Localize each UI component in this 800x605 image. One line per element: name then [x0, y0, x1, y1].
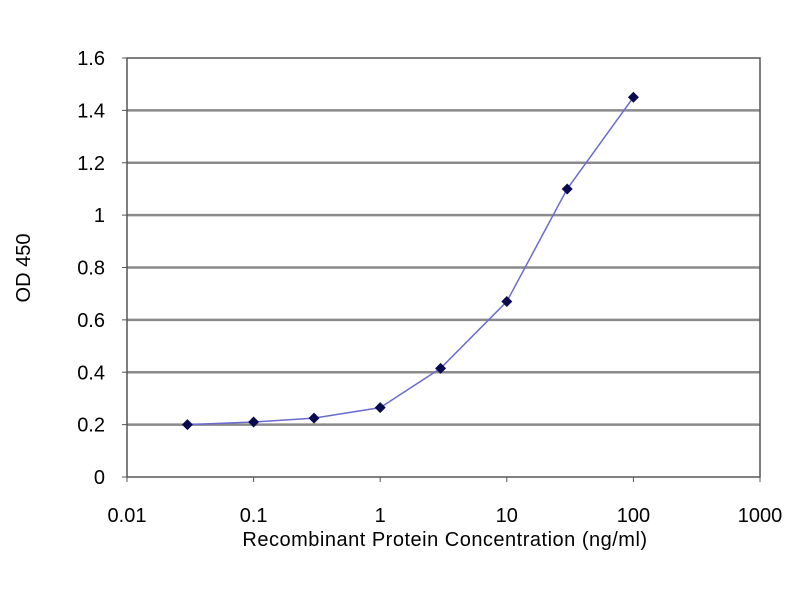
- y-tick-label: 0: [94, 467, 105, 489]
- y-tick-label: 0.8: [77, 258, 105, 280]
- y-tick-label: 0.2: [77, 415, 105, 437]
- y-tick-label: 0.4: [77, 362, 105, 384]
- x-tick-label: 10: [496, 505, 518, 527]
- data-point: [374, 402, 386, 414]
- y-tick-label: 0.6: [77, 310, 105, 332]
- series-line: [187, 96, 635, 426]
- data-point: [501, 296, 513, 308]
- x-tick-label: 1000: [738, 505, 783, 527]
- y-axis-label: OD 450: [13, 234, 35, 303]
- y-tick-label: 1.6: [77, 48, 105, 70]
- x-tick-label: 1: [375, 505, 386, 527]
- data-point: [435, 362, 447, 374]
- data-point: [627, 91, 639, 103]
- y-tick-label: 1.2: [77, 153, 105, 175]
- data-point: [561, 183, 573, 195]
- x-tick-label: 0.01: [108, 505, 147, 527]
- x-axis: 0.01 0.1 1 10 100 1000: [108, 477, 783, 527]
- data-point: [248, 416, 260, 428]
- data-point: [308, 412, 320, 424]
- y-axis: 0 0.2 0.4 0.6 0.8 1 1.2 1.4 1.6: [77, 48, 127, 489]
- series: [181, 91, 639, 431]
- x-axis-label: Recombinant Protein Concentration (ng/ml…: [242, 529, 647, 551]
- data-point: [181, 419, 193, 431]
- x-tick-label: 0.1: [240, 505, 268, 527]
- y-tick-label: 1.4: [77, 100, 105, 122]
- y-tick-label: 1: [94, 205, 105, 227]
- gridlines: [127, 109, 760, 426]
- x-tick-label: 100: [617, 505, 650, 527]
